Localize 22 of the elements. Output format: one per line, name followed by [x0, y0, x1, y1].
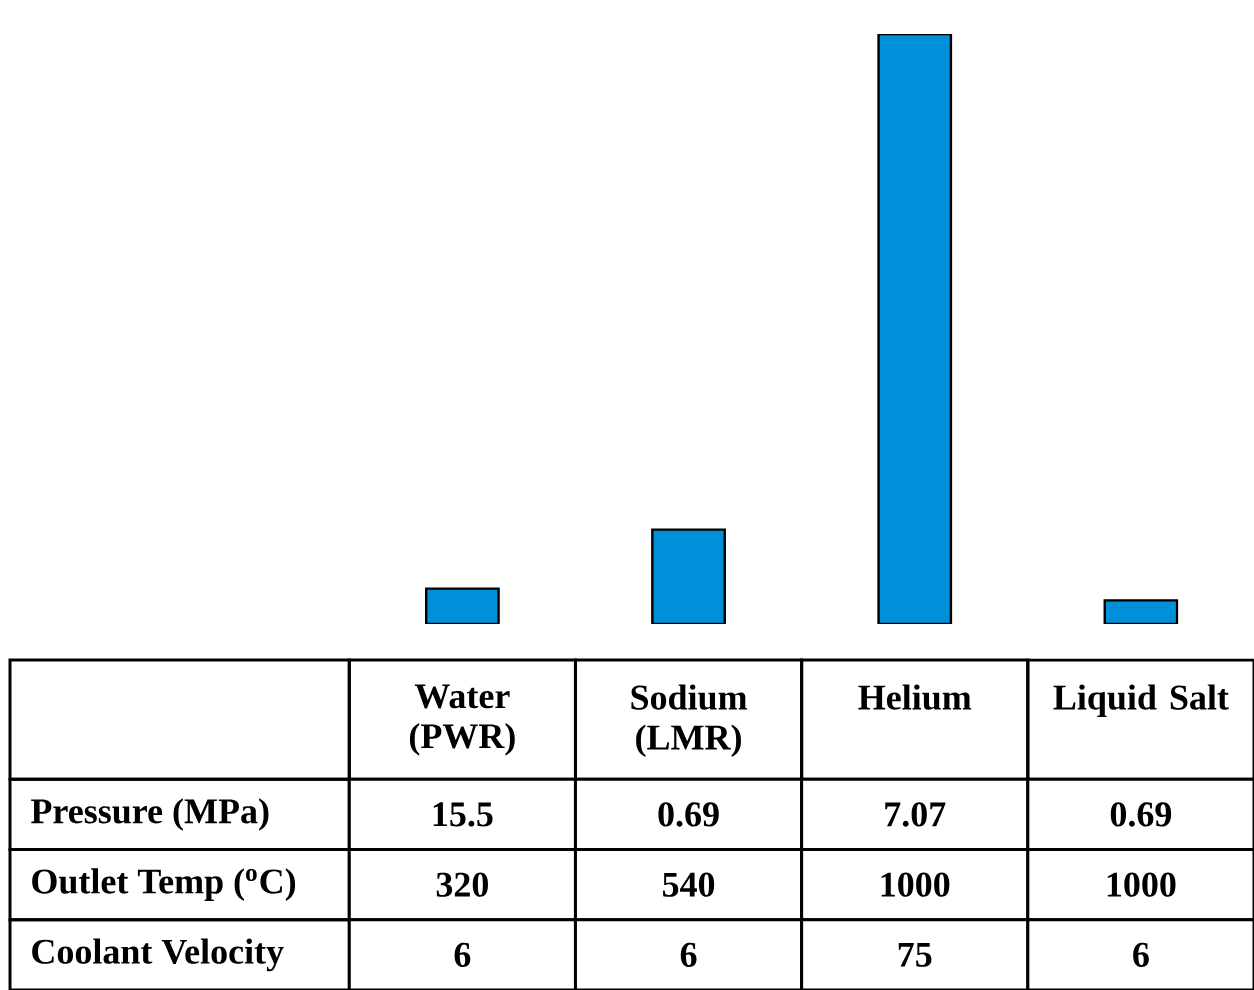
bar — [651, 528, 726, 624]
data-label: 1000 — [1107, 872, 1176, 897]
data-label: 0.69 — [658, 802, 719, 827]
x-tick-label: Liquid Salt — [1053, 684, 1229, 718]
y-tick-label: Outlet Temp ($^{o}$C) — [32, 868, 296, 901]
y-tick-label: Pressure (MPa) — [31, 798, 269, 831]
data-label: 6 — [454, 942, 471, 967]
data-label: 0.69 — [1110, 802, 1172, 827]
bar — [877, 34, 953, 624]
data-label: 6 — [680, 942, 697, 967]
x-tick-label: Water (PWR) — [409, 684, 515, 756]
data-label: 1000 — [881, 872, 950, 897]
y-tick-label: Coolant Velocity — [32, 938, 284, 972]
x-tick-label: Sodium (LMR) — [631, 684, 747, 758]
data-label: 15.5 — [433, 802, 493, 827]
data-label: 320 — [436, 872, 488, 897]
data-label: 6 — [1133, 942, 1149, 967]
data-label: 75 — [898, 942, 932, 967]
data-label: 540 — [662, 872, 715, 897]
x-tick-label: Helium — [858, 684, 972, 710]
bar — [424, 587, 500, 624]
data-label: 7.07 — [885, 802, 946, 827]
